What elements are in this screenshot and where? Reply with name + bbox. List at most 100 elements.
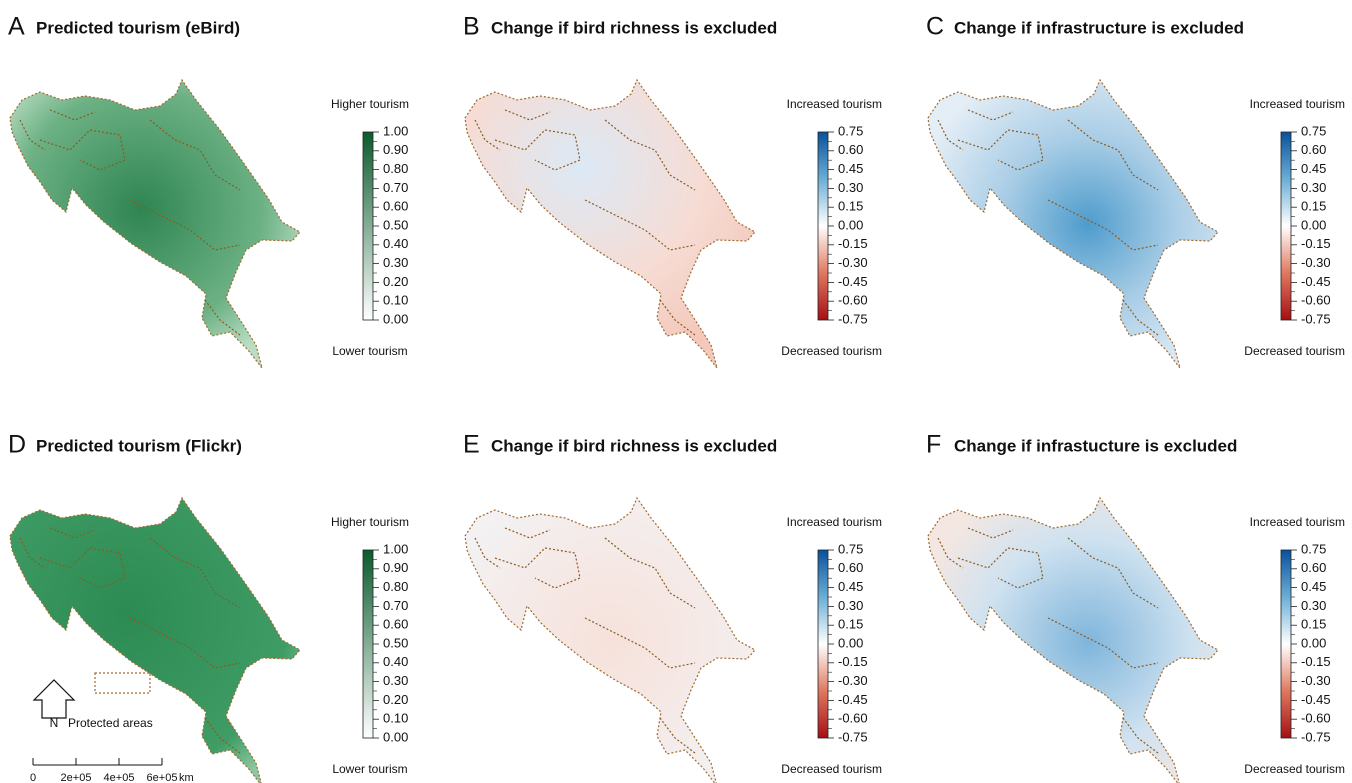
colorbar-tick-label: -0.45 <box>838 692 868 707</box>
scale-unit: km <box>179 772 194 783</box>
colorbar-tick-label: 0.90 <box>383 142 408 157</box>
panel-letter: F <box>926 431 941 459</box>
legend-top-label: Increased tourism <box>787 97 882 111</box>
colorbar-tick-label: 0.75 <box>1301 123 1326 138</box>
panel-title: Change if infrastucture is excluded <box>954 436 1237 455</box>
legend-top-label: Increased tourism <box>1250 515 1345 529</box>
colorbar-tick-label: -0.15 <box>838 654 868 669</box>
colorbar-tick-label: 0.45 <box>1301 579 1326 594</box>
colorbar-tick-label: -0.15 <box>1301 236 1331 251</box>
panel: C Change if infrastructure is excluded Inc… <box>926 13 1345 369</box>
colorbar-tick-label: -0.30 <box>1301 255 1331 270</box>
protected-area <box>604 537 696 609</box>
legend-top-label: Increased tourism <box>787 515 882 529</box>
protected-area <box>604 119 696 191</box>
colorbar-tick-label: 0.00 <box>1301 635 1326 650</box>
panel-letter: C <box>926 13 944 41</box>
colorbar <box>817 131 829 321</box>
colorbar-tick-label: 0.75 <box>838 123 863 138</box>
colorbar-tick-label: 0.30 <box>1301 598 1326 613</box>
panel: E Change if bird richness is excluded Incr… <box>463 431 882 783</box>
colorbar-tick-label: 0.80 <box>383 579 408 594</box>
colorbar-tick-label: 0.70 <box>383 180 408 195</box>
panel-title: Change if bird richness is excluded <box>491 436 777 455</box>
colorbar-tick-label: 0.45 <box>838 161 863 176</box>
colorbar-tick-label: 0.00 <box>838 217 863 232</box>
colorbar-tick-label: -0.60 <box>1301 293 1331 308</box>
colorbar-tick-label: 0.20 <box>383 274 408 289</box>
north-arrow <box>32 679 76 719</box>
panel-title: Predicted tourism (eBird) <box>36 18 240 37</box>
protected-area <box>1067 119 1159 191</box>
colorbar <box>1280 549 1292 739</box>
scale-label: 6e+05 <box>147 772 178 783</box>
colorbar-tick-label: 0.60 <box>1301 560 1326 575</box>
colorbar-tick-label: 0.10 <box>383 711 408 726</box>
colorbar-tick-label: -0.15 <box>1301 654 1331 669</box>
colorbar <box>362 549 374 739</box>
protected-area <box>149 537 241 609</box>
protected-area <box>504 109 551 121</box>
map-legend: N Protected areas 0 2e+05 4e+05 6e+05 km <box>30 672 194 783</box>
colorbar-tick-label: 0.00 <box>1301 217 1326 232</box>
colorbar-tick-label: 0.40 <box>383 236 408 251</box>
colorbar-tick-label: -0.75 <box>838 311 868 326</box>
colorbar-tick-label: 0.80 <box>383 161 408 176</box>
colorbar-tick-label: 0.30 <box>383 673 408 688</box>
colorbar-tick-label: -0.30 <box>838 673 868 688</box>
panel: D Predicted tourism (Flickr) Higher touris… <box>8 431 409 783</box>
colorbar-tick-label: 0.60 <box>383 617 408 632</box>
colorbar-tick-label: 1.00 <box>383 541 408 556</box>
protected-area <box>659 299 696 336</box>
colorbar-tick-label: 0.30 <box>383 255 408 270</box>
colorbar-tick-label: -0.45 <box>838 274 868 289</box>
colorbar-tick-label: 0.20 <box>383 692 408 707</box>
scale-label: 2e+05 <box>61 772 92 783</box>
colorbar-tick-label: 0.60 <box>838 560 863 575</box>
protected-area <box>204 717 241 754</box>
colorbar-tick-label: -0.45 <box>1301 692 1331 707</box>
colorbar-tick-label: 0.70 <box>383 598 408 613</box>
colorbar-tick-label: -0.60 <box>838 711 868 726</box>
protected-area <box>967 109 1014 121</box>
colorbar-tick-label: 0.15 <box>1301 199 1326 214</box>
protected-area <box>659 717 696 754</box>
legend-bottom-label: Decreased tourism <box>1244 762 1345 776</box>
panel-title: Change if bird richness is excluded <box>491 18 777 37</box>
colorbar-tick-label: 0.60 <box>838 142 863 157</box>
legend-bottom-label: Lower tourism <box>332 344 407 358</box>
protected-area <box>49 527 96 539</box>
panel: F Change if infrastucture is excluded Incr… <box>926 431 1345 783</box>
legend-bottom-label: Decreased tourism <box>1244 344 1345 358</box>
protected-area <box>967 527 1014 539</box>
colorbar-tick-label: -0.45 <box>1301 274 1331 289</box>
colorbar-tick-label: -0.60 <box>838 293 868 308</box>
country-map <box>927 79 1219 369</box>
legend-top-label: Higher tourism <box>331 97 409 111</box>
colorbar-tick-label: -0.75 <box>1301 729 1331 744</box>
colorbar <box>1280 131 1292 321</box>
country-map <box>464 79 756 369</box>
scale-label: 0 <box>30 772 36 783</box>
colorbar-tick-label: 0.00 <box>383 311 408 326</box>
legend-top-label: Higher tourism <box>331 515 409 529</box>
panel-title: Change if infrastructure is excluded <box>954 18 1244 37</box>
panel-letter: A <box>8 13 25 41</box>
colorbar-tick-label: 0.60 <box>383 199 408 214</box>
colorbar-tick-label: 0.15 <box>838 199 863 214</box>
panel-letter: B <box>463 13 480 41</box>
colorbar-tick-label: 0.30 <box>1301 180 1326 195</box>
colorbar-tick-label: 0.40 <box>383 654 408 669</box>
panel-letter: D <box>8 431 26 459</box>
country-map <box>9 497 301 783</box>
north-label: N <box>50 716 59 730</box>
protected-label: Protected areas <box>68 716 153 730</box>
legend-bottom-label: Decreased tourism <box>781 762 882 776</box>
colorbar-tick-label: 0.90 <box>383 560 408 575</box>
panel-letter: E <box>463 431 480 459</box>
colorbar-tick-label: -0.15 <box>838 236 868 251</box>
panel: A Predicted tourism (eBird) Higher tourism… <box>8 13 409 369</box>
protected-swatch <box>94 672 151 694</box>
country-map <box>927 497 1219 783</box>
